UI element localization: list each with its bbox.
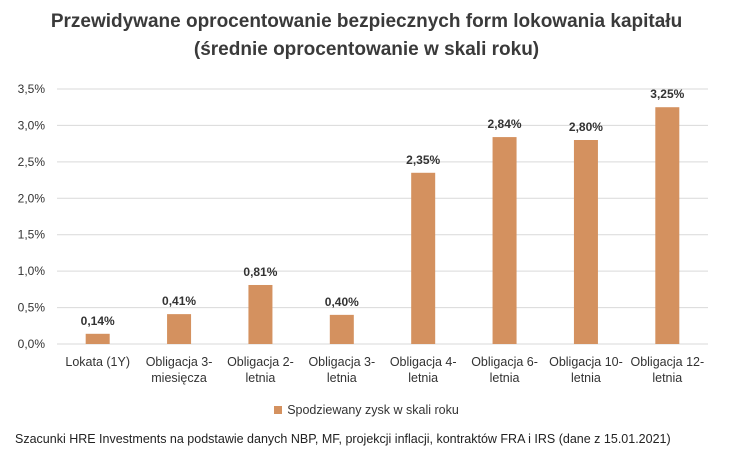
bar: [655, 107, 680, 344]
x-tick-label: letnia: [652, 371, 682, 385]
gridlines: [57, 88, 708, 345]
x-axis-ticks: Lokata (1Y) Obligacja 3- miesięcza Obligacj…: [65, 355, 704, 385]
footnote: Szacunki HRE Investments na podstawie da…: [15, 432, 671, 446]
chart-subtitle: (średnie oprocentowanie w skali roku): [193, 39, 540, 60]
data-label: 0,41%: [162, 294, 196, 308]
x-tick-label: Lokata (1Y): [65, 355, 130, 369]
x-tick-label: letnia: [490, 371, 520, 385]
x-tick-label: Obligacja 3-: [146, 355, 213, 369]
y-tick-label: 2,5%: [18, 155, 46, 169]
y-tick-label: 1,0%: [18, 264, 46, 278]
x-tick-label: Obligacja 10-: [549, 355, 623, 369]
data-label: 2,35%: [406, 153, 440, 167]
y-tick-label: 2,0%: [18, 191, 46, 205]
chart-title: Przewidywane oprocentowanie bezpiecznych…: [50, 11, 683, 32]
bar: [248, 284, 273, 344]
bar: [85, 333, 110, 344]
data-label: 0,81%: [243, 265, 277, 279]
legend: Spodziewany zysk w skali roku: [0, 403, 733, 417]
data-label: 3,25%: [650, 87, 684, 101]
bar: [411, 172, 436, 344]
data-label: 2,80%: [569, 120, 603, 134]
data-label: 0,40%: [325, 295, 359, 309]
y-tick-label: 1,5%: [18, 228, 46, 242]
bars: [85, 107, 680, 344]
legend-label: Spodziewany zysk w skali roku: [287, 403, 459, 417]
x-tick-label: letnia: [571, 371, 601, 385]
data-label: 2,84%: [488, 117, 522, 131]
y-tick-label: 0,0%: [18, 337, 46, 351]
legend-swatch: [274, 406, 283, 414]
bar: [167, 314, 192, 344]
x-tick-label: letnia: [245, 371, 275, 385]
x-tick-label: Obligacja 4-: [390, 355, 457, 369]
y-tick-label: 3,0%: [18, 118, 46, 132]
bar-chart: 0,0%0,5%1,0%1,5%2,0%2,5%3,0%3,5% 0,14%0,…: [18, 82, 708, 385]
x-tick-label: letnia: [327, 371, 357, 385]
y-tick-label: 3,5%: [18, 82, 46, 96]
y-axis-ticks: 0,0% 0,5% 1,0% 1,5% 2,0% 2,5% 3,0% 3,5%: [18, 82, 46, 351]
bar: [492, 137, 517, 344]
bar: [573, 140, 598, 344]
data-label: 0,14%: [81, 314, 115, 328]
x-tick-label: miesięcza: [151, 371, 207, 385]
data-labels: 0,14% 0,41% 0,81% 0,40% 2,35% 2,84% 2,80% 3,25%: [81, 87, 685, 328]
x-tick-label: Obligacja 3-: [308, 355, 375, 369]
x-tick-label: Obligacja 2-: [227, 355, 294, 369]
x-tick-label: letnia: [408, 371, 438, 385]
x-tick-label: Obligacja 6-: [471, 355, 538, 369]
y-tick-label: 0,5%: [18, 301, 46, 315]
x-tick-label: Obligacja 12-: [630, 355, 704, 369]
bar: [329, 314, 354, 344]
